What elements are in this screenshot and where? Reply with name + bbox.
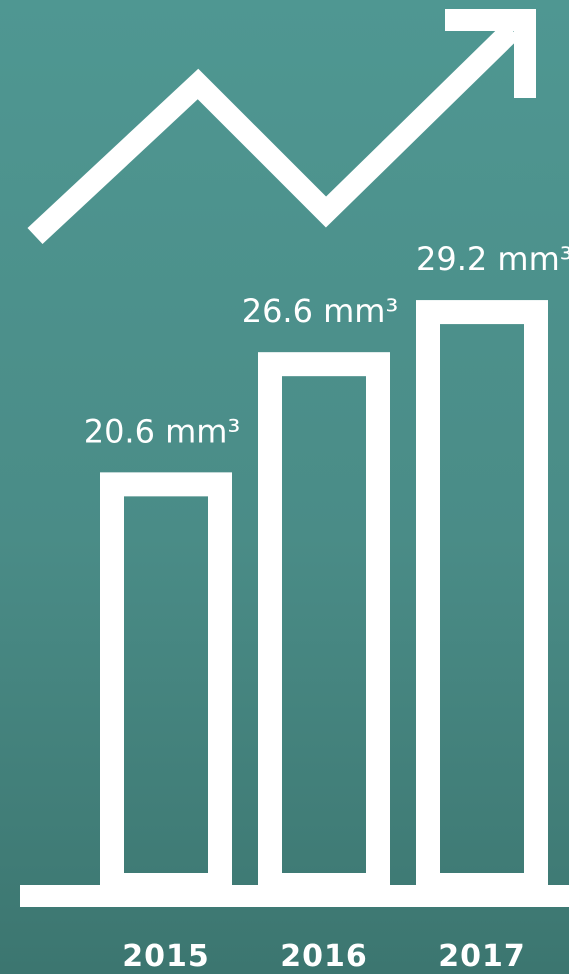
arrow-head — [445, 9, 536, 98]
value-label: 29.2 mm³ — [416, 240, 569, 278]
bar — [100, 472, 232, 897]
trend-line — [27, 22, 520, 245]
bar — [258, 352, 390, 897]
trend-arrow — [27, 9, 536, 245]
x-tick-label: 2015 — [122, 939, 210, 974]
bar — [416, 300, 548, 897]
value-label: 26.6 mm³ — [242, 292, 399, 330]
value-label: 20.6 mm³ — [84, 412, 241, 450]
x-tick-label: 2016 — [280, 939, 368, 974]
x-tick-label: 2017 — [438, 939, 526, 974]
